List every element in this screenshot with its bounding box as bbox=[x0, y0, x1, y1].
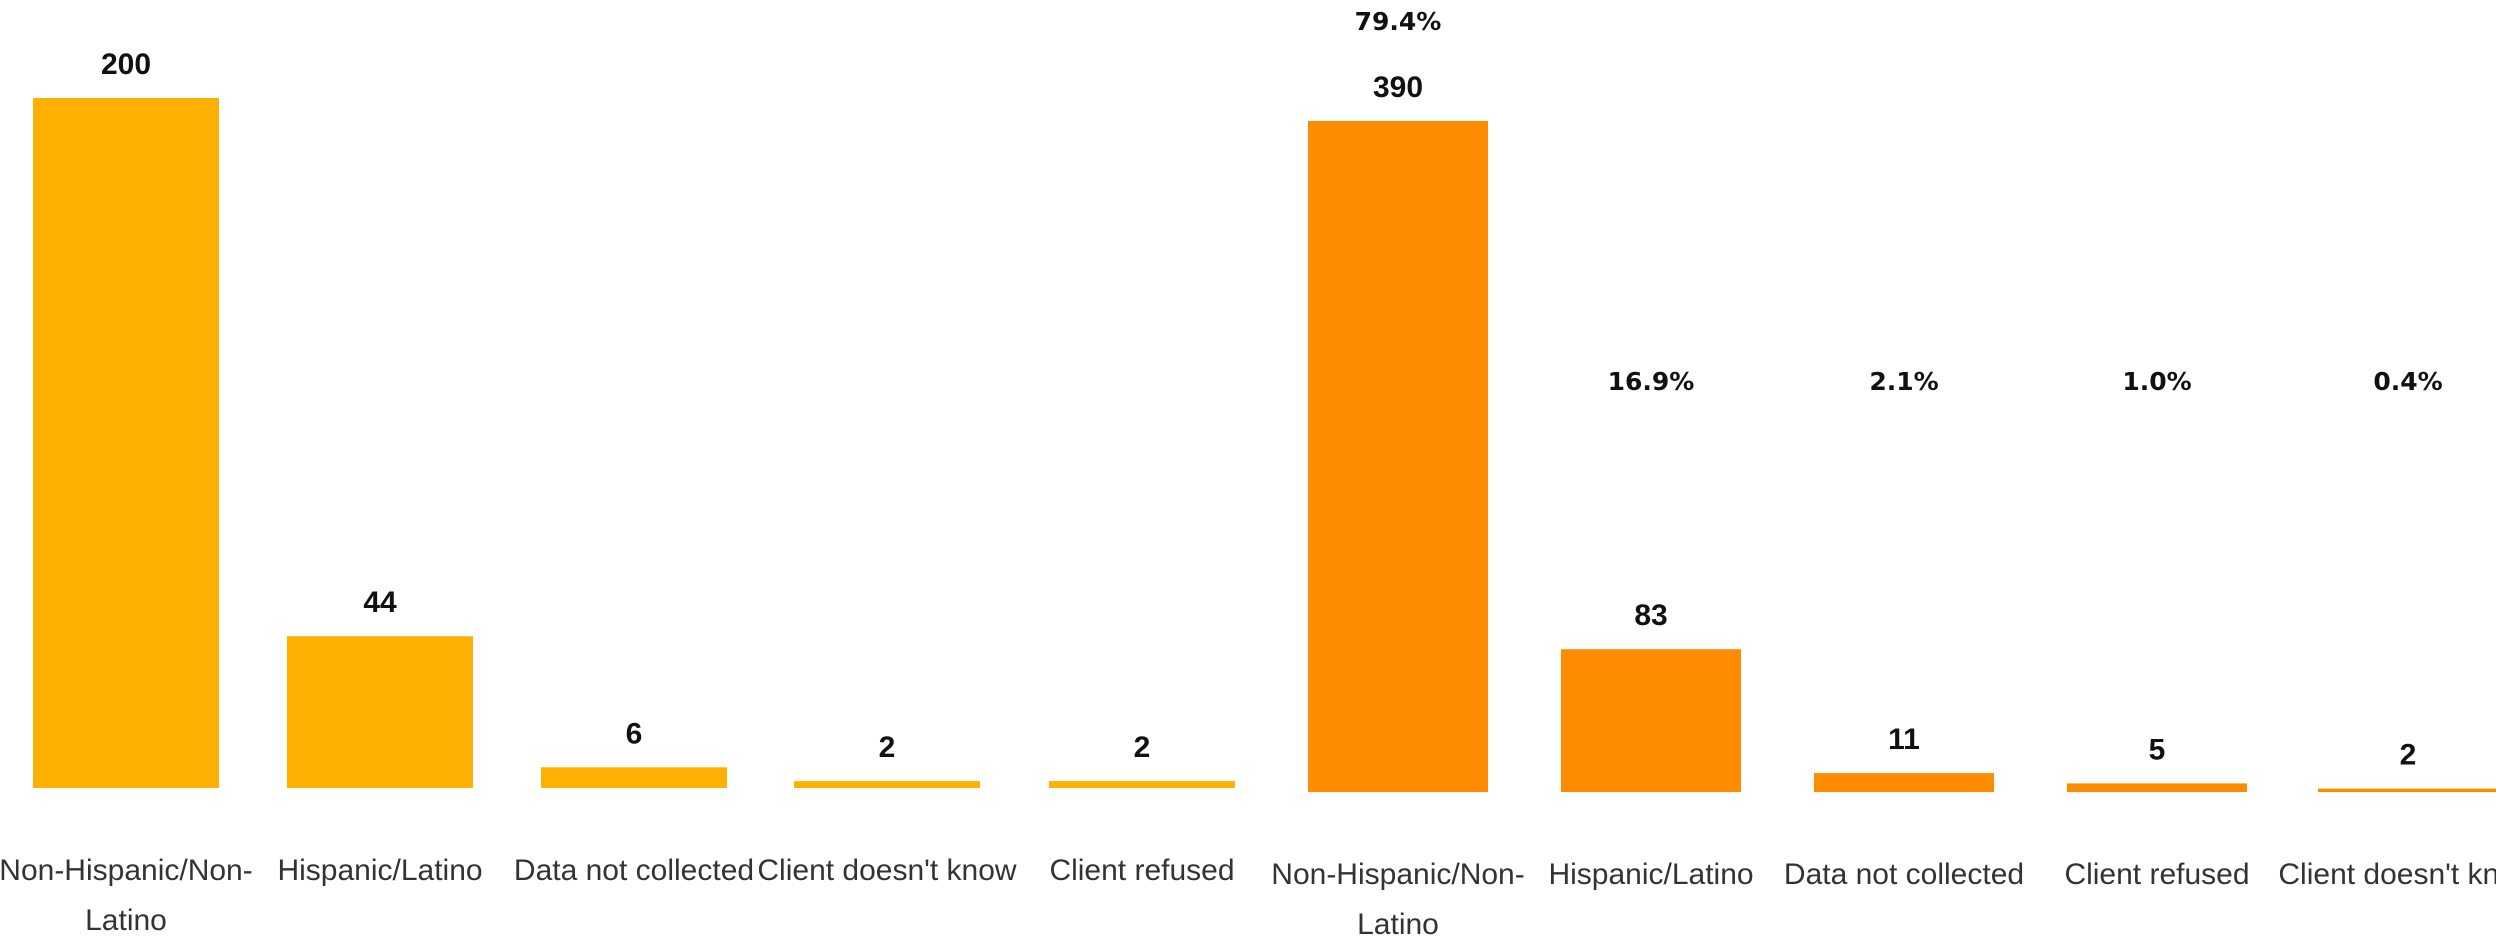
category-label: Client refused bbox=[1049, 854, 1234, 887]
category-label: Non-Hispanic/Non- bbox=[1271, 858, 1524, 891]
bar bbox=[794, 781, 980, 788]
bar-value-label: 11 bbox=[1888, 723, 1920, 756]
left-bar-chart: 200 Non-Hispanic/Non- Latino 44 Hispanic/Lat… bbox=[0, 48, 1235, 937]
bar-value-label: 2 bbox=[1134, 731, 1151, 764]
bar-value-label: 5 bbox=[2149, 733, 2166, 766]
percent-label: 16.9% bbox=[1608, 367, 1695, 396]
category-label: Client doesn't know bbox=[757, 854, 1017, 887]
category-label: Data not collected bbox=[514, 854, 754, 887]
bar-value-label: 2 bbox=[2400, 739, 2417, 772]
category-label: Hispanic/Latino bbox=[277, 854, 482, 887]
percent-label: 79.4% bbox=[1355, 7, 1442, 36]
right-bar-chart: 390 Non-Hispanic/Non- Latino 79.4% 83 Hispani… bbox=[1271, 7, 2496, 939]
bar-value-label: 390 bbox=[1373, 71, 1423, 104]
bar bbox=[2067, 783, 2247, 792]
percent-label: 2.1% bbox=[1869, 367, 1938, 396]
percent-label: 1.0% bbox=[2122, 367, 2191, 396]
bar-value-label: 44 bbox=[363, 586, 397, 619]
bar-value-label: 6 bbox=[626, 717, 643, 750]
bar-value-label: 200 bbox=[101, 48, 151, 81]
bar bbox=[287, 636, 473, 788]
bar bbox=[1561, 649, 1741, 792]
bar bbox=[541, 767, 727, 788]
bar bbox=[2318, 788, 2496, 792]
category-label: Latino bbox=[1357, 908, 1439, 939]
category-label: Client refused bbox=[2064, 858, 2249, 891]
bar bbox=[1049, 781, 1235, 788]
bar bbox=[1308, 121, 1488, 792]
bar bbox=[1814, 773, 1994, 792]
bar-value-label: 2 bbox=[879, 731, 896, 764]
bar bbox=[33, 98, 219, 788]
category-label: Client doesn't know bbox=[2278, 858, 2496, 891]
category-label: Latino bbox=[85, 904, 167, 937]
percent-label: 0.4% bbox=[2373, 367, 2442, 396]
category-label: Non-Hispanic/Non- bbox=[0, 854, 253, 887]
category-label: Data not collected bbox=[1784, 858, 2024, 891]
category-label: Hispanic/Latino bbox=[1548, 858, 1753, 891]
bar-value-label: 83 bbox=[1634, 599, 1667, 632]
